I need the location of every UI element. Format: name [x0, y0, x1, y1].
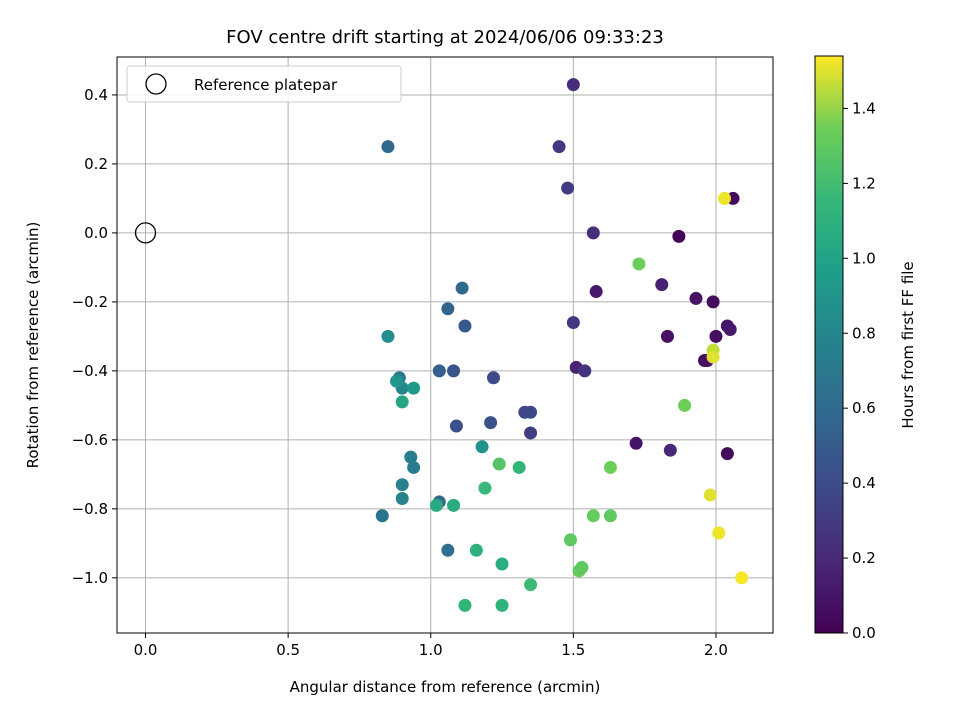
data-point — [429, 498, 443, 512]
x-axis-ticks: 0.0 0.5 1.0 1.5 2.0 — [134, 633, 728, 659]
colorbar-tick-label: 1.2 — [852, 174, 876, 192]
y-axis-ticks: −1.0 −0.8 −0.6 −0.4 −0.2 0.0 0.2 0.4 — [72, 86, 117, 587]
reference-marker — [134, 222, 157, 244]
colorbar: 0.0 0.2 0.4 0.6 0.8 1.0 1.2 1.4 Hours from firs… — [814, 55, 917, 642]
legend-marker-open-circle — [145, 73, 167, 95]
data-point — [375, 509, 389, 523]
data-point — [469, 543, 483, 557]
data-points — [375, 78, 749, 612]
colorbar-gradient — [814, 55, 844, 634]
data-point — [432, 364, 446, 378]
data-point — [589, 285, 603, 299]
x-tick-label: 0.0 — [134, 641, 158, 659]
data-point — [478, 481, 492, 495]
colorbar-tick-label: 0.4 — [852, 474, 876, 492]
data-point — [586, 226, 600, 240]
data-point — [735, 571, 749, 585]
colorbar-tick-label: 0.2 — [852, 549, 876, 567]
data-point — [390, 374, 404, 388]
data-point — [407, 381, 421, 395]
y-tick-label: −0.6 — [72, 431, 108, 449]
colorbar-ticks: 0.0 0.2 0.4 0.6 0.8 1.0 1.2 1.4 — [843, 99, 876, 642]
data-point — [395, 478, 409, 492]
data-point — [586, 509, 600, 523]
data-point — [603, 460, 617, 474]
chart-title: FOV centre drift starting at 2024/06/06 … — [226, 27, 664, 48]
data-point — [449, 419, 463, 433]
data-point — [447, 498, 461, 512]
colorbar-tick-label: 0.0 — [852, 624, 876, 642]
data-point — [578, 364, 592, 378]
y-tick-label: 0.0 — [84, 224, 108, 242]
data-point — [447, 364, 461, 378]
data-point — [381, 329, 395, 343]
legend-box: Reference platepar — [126, 65, 402, 103]
data-point — [709, 329, 723, 343]
data-point — [395, 491, 409, 505]
data-point — [492, 457, 506, 471]
data-point — [678, 398, 692, 412]
data-point — [723, 322, 737, 336]
data-point — [672, 229, 686, 243]
y-tick-label: 0.2 — [84, 155, 108, 173]
data-point — [720, 447, 734, 461]
data-point — [655, 278, 669, 292]
data-point — [566, 316, 580, 330]
data-point — [706, 295, 720, 309]
x-axis-label: Angular distance from reference (arcmin) — [290, 678, 601, 696]
data-point — [603, 509, 617, 523]
legend-label: Reference platepar — [194, 76, 338, 94]
data-point — [455, 281, 469, 295]
data-point — [561, 181, 575, 195]
x-tick-label: 2.0 — [704, 641, 728, 659]
data-point — [629, 436, 643, 450]
data-point — [712, 526, 726, 540]
data-point — [632, 257, 646, 271]
x-tick-label: 1.0 — [419, 641, 443, 659]
data-point — [484, 416, 498, 430]
data-point — [441, 302, 455, 316]
data-point — [486, 371, 500, 385]
data-point — [660, 329, 674, 343]
data-point — [475, 440, 489, 454]
colorbar-tick-label: 1.4 — [852, 99, 876, 117]
reference-platepar-marker — [134, 222, 157, 244]
colorbar-label: Hours from first FF file — [899, 261, 917, 428]
data-point — [524, 578, 538, 592]
y-tick-label: −0.2 — [72, 293, 108, 311]
data-point — [512, 460, 526, 474]
data-point — [718, 191, 732, 205]
data-point — [381, 140, 395, 154]
y-tick-label: −1.0 — [72, 569, 108, 587]
y-tick-label: −0.8 — [72, 500, 108, 518]
x-tick-label: 0.5 — [276, 641, 300, 659]
data-point — [395, 395, 409, 409]
data-point — [563, 533, 577, 547]
data-point — [404, 450, 418, 464]
y-tick-label: 0.4 — [84, 86, 108, 104]
colorbar-tick-label: 0.6 — [852, 399, 876, 417]
data-point — [663, 443, 677, 457]
data-point — [706, 350, 720, 364]
plot-frame — [116, 56, 774, 634]
data-point — [441, 543, 455, 557]
data-point — [524, 405, 538, 419]
data-point — [689, 291, 703, 305]
data-point — [458, 598, 472, 612]
data-point — [566, 78, 580, 92]
x-tick-label: 1.5 — [561, 641, 585, 659]
data-point — [703, 488, 717, 502]
data-point — [524, 426, 538, 440]
data-point — [575, 560, 589, 574]
y-tick-label: −0.4 — [72, 362, 108, 380]
data-point — [407, 460, 421, 474]
y-axis-label: Rotation from reference (arcmin) — [24, 222, 42, 469]
data-point — [458, 319, 472, 333]
data-point — [495, 557, 509, 571]
data-point — [552, 140, 566, 154]
colorbar-tick-label: 1.0 — [852, 249, 876, 267]
colorbar-tick-label: 0.8 — [852, 324, 876, 342]
data-point — [495, 598, 509, 612]
